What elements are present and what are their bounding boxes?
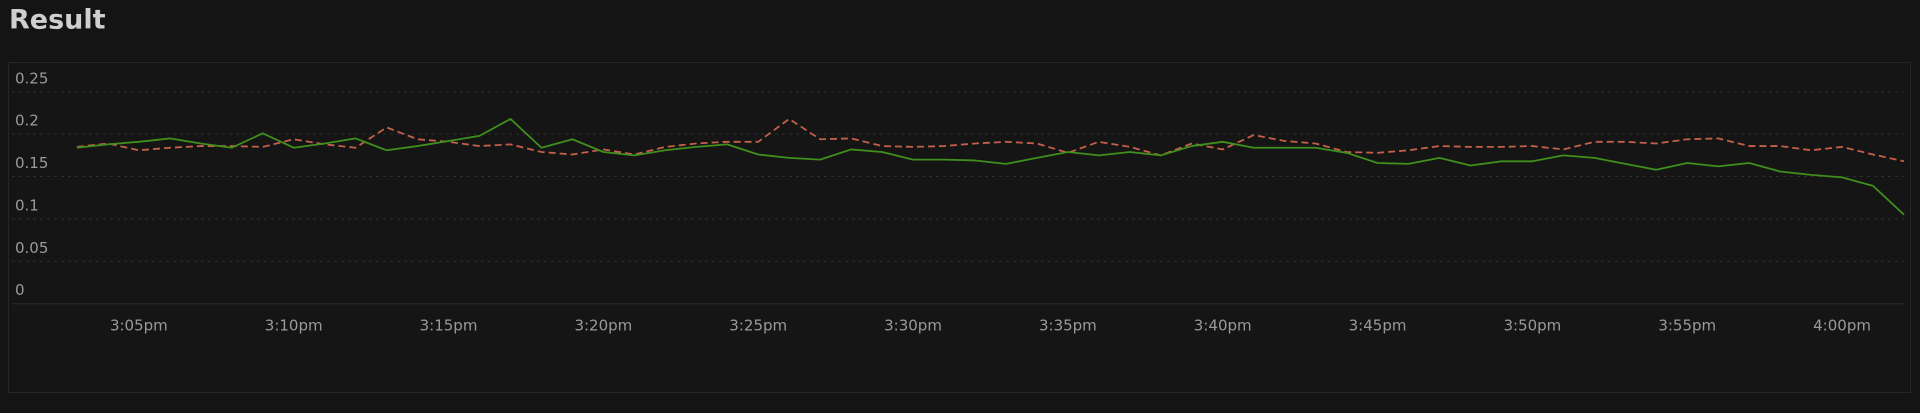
x-tick-label: 3:35pm (1039, 317, 1097, 335)
x-tick-label: 3:50pm (1503, 317, 1561, 335)
x-tick-label: 3:05pm (110, 317, 168, 335)
x-tick-label: 3:45pm (1349, 317, 1407, 335)
x-tick-label: 3:10pm (265, 317, 323, 335)
y-tick-label: 0.2 (15, 112, 39, 130)
panel (8, 62, 1911, 393)
x-tick-label: 3:55pm (1658, 317, 1716, 335)
x-tick-label: 3:30pm (884, 317, 942, 335)
x-tick-label: 3:25pm (729, 317, 787, 335)
line-series (76, 118, 1905, 216)
x-tick-label: 3:15pm (420, 317, 478, 335)
x-tick-label: 3:40pm (1194, 317, 1252, 335)
line-series (76, 118, 1905, 163)
y-tick-label: 0.1 (15, 196, 39, 214)
x-tick-label: 4:00pm (1813, 317, 1871, 335)
chart-title: Result (9, 5, 106, 36)
x-tick-label: 3:20pm (574, 317, 632, 335)
y-tick-label: 0 (15, 281, 25, 299)
y-tick-label: 0.05 (15, 239, 48, 257)
y-tick-label: 0.15 (15, 154, 48, 172)
y-tick-label: 0.25 (15, 69, 48, 87)
